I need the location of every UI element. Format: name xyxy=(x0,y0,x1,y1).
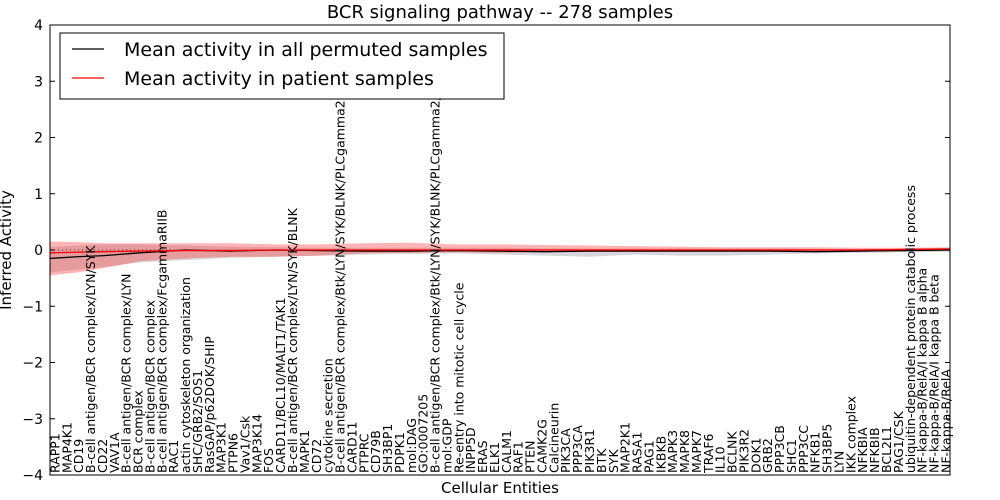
x-tick-label: PIK3CA xyxy=(558,428,573,473)
x-tick-label: NF-kappa-B/RelA xyxy=(938,369,953,473)
x-tick-label: TRAF6 xyxy=(701,433,716,474)
x-tick-label: SHC/GRB2/SOS1 xyxy=(190,370,205,473)
y-axis-ticks: −4 −3 −2 −1 0 1 2 3 4 xyxy=(22,18,950,484)
x-tick-label: B-cell antigen/BCR complex/FcgammaRIIB xyxy=(154,209,169,473)
x-tick-label: VAV1A xyxy=(107,432,122,473)
x-tick-label: B-cell antigen/BCR complex xyxy=(142,300,157,473)
x-tick-label: MAP2K1 xyxy=(618,422,633,473)
x-tick-label: GO:0007205 xyxy=(416,394,431,473)
x-tick-label: IL10 xyxy=(713,446,728,473)
x-tick-label: B-cell antigen/BCR complex/Btk/LYN/SYK/B… xyxy=(333,100,348,473)
x-tick-label: actin cytoskeleton organization xyxy=(178,277,193,473)
x-tick-label: PTPRC xyxy=(356,433,371,473)
x-tick-label: Vav1/Csk xyxy=(237,415,252,473)
x-tick-label: RasGAP/p62DOK/SHIP xyxy=(202,336,217,473)
x-tick-label: SHC1 xyxy=(784,439,799,473)
x-tick-label: PTPN6 xyxy=(226,433,241,473)
x-tick-label: SH3BP1 xyxy=(380,424,395,473)
x-tick-label: CARD11 xyxy=(344,422,359,474)
chart-title: BCR signaling pathway -- 278 samples xyxy=(327,2,673,23)
x-tick-label: FOS xyxy=(261,448,276,473)
x-tick-label: RASA1 xyxy=(630,432,645,473)
x-tick-label: SYK xyxy=(606,448,621,473)
y-tick-label: −2 xyxy=(22,356,43,372)
x-axis-label: Cellular Entities xyxy=(441,479,559,497)
y-tick-label: 2 xyxy=(34,131,43,147)
x-tick-label: MAP3K14 xyxy=(249,414,264,473)
x-tick-label: BCLNK xyxy=(725,431,740,473)
legend-label-patient: Mean activity in patient samples xyxy=(124,68,434,90)
x-tick-label: Calcineurin xyxy=(546,403,561,473)
x-tick-label: PPP3CC xyxy=(796,425,811,473)
x-tick-label: IKBKB xyxy=(653,436,668,473)
x-tick-label: cytokine secretion xyxy=(321,358,336,473)
legend: Mean activity in all permuted samples Me… xyxy=(59,32,505,100)
x-tick-label: B-cell antigen/BCR complex/Btk/LYN/SYK/B… xyxy=(428,62,443,473)
y-tick-label: −3 xyxy=(22,412,43,428)
x-tick-label: ubiquitin-dependent protein catabolic pr… xyxy=(903,185,918,473)
x-tick-label: GRB2 xyxy=(760,438,775,473)
x-tick-label: PPP3CA xyxy=(570,425,585,473)
x-tick-label: BCR complex xyxy=(131,390,146,473)
x-tick-label: DOK1 xyxy=(748,437,763,473)
x-tick-label: PPP3CB xyxy=(772,425,787,473)
y-tick-label: 4 xyxy=(34,18,43,34)
x-tick-label: CD19 xyxy=(71,439,86,473)
x-tick-label: MAP4K1 xyxy=(59,422,74,473)
y-tick-label: −1 xyxy=(22,299,43,315)
x-tick-label: RAF1 xyxy=(511,441,526,473)
x-tick-label: CARD11/BCL10/MALT1/TAK1 xyxy=(273,297,288,473)
series-lines xyxy=(49,248,951,260)
x-tick-label: MAPK7 xyxy=(689,430,704,473)
x-tick-label: B-cell antigen/BCR complex/LYN/SYK/BLNK xyxy=(285,207,300,473)
y-axis-label: Inferred Activity xyxy=(0,190,15,310)
x-tick-label: PIK3R1 xyxy=(582,429,597,473)
legend-label-permuted: Mean activity in all permuted samples xyxy=(124,39,487,61)
y-tick-label: 3 xyxy=(34,74,43,90)
y-tick-label: 1 xyxy=(34,187,43,203)
x-tick-label: mol:DAG xyxy=(404,418,419,473)
x-tick-label: ELK1 xyxy=(487,442,502,473)
x-tick-label: NF-kappa-B/RelA/I kappa B alpha xyxy=(915,268,930,473)
x-tick-label: MAPK3 xyxy=(665,430,680,473)
x-tick-label: IKK complex xyxy=(843,396,858,473)
x-tick-label: Re-entry into mitotic cell cycle xyxy=(451,282,466,473)
x-tick-label: BTK xyxy=(594,448,609,473)
x-tick-label: B-cell antigen/BCR complex/LYN/SYK xyxy=(83,245,98,473)
x-tick-label: RAPP1 xyxy=(47,433,62,473)
x-tick-label: NFKBIA xyxy=(855,427,870,473)
x-tick-label: MAPK1 xyxy=(297,430,312,473)
x-tick-label: ERAS xyxy=(475,440,490,473)
y-tick-label: −4 xyxy=(22,468,43,484)
x-tick-label: PIK3R2 xyxy=(736,429,751,473)
x-tick-label: PDPK1 xyxy=(392,432,407,473)
x-tick-label: NF-kappa-B/RelA/I kappa B beta xyxy=(927,274,942,473)
legend-box xyxy=(59,32,505,100)
x-tick-label: CALM1 xyxy=(499,430,514,473)
x-tick-label: MAP3K1 xyxy=(214,422,229,473)
y-tick-label: 0 xyxy=(34,243,43,259)
x-tick-label: B-cell antigen/BCR complex/LYN xyxy=(119,274,134,474)
confidence-bands xyxy=(50,241,950,276)
x-tick-label: MAPK8 xyxy=(677,430,692,473)
x-tick-label: NFKB1 xyxy=(808,432,823,473)
band-patient xyxy=(50,241,950,276)
x-tick-label: LYN xyxy=(831,451,846,473)
x-tick-label: RAC1 xyxy=(166,440,181,473)
x-tick-label: PTEN xyxy=(523,441,538,473)
x-tick-label: mol:GDP xyxy=(439,418,454,473)
x-tick-label: BCL2L1 xyxy=(879,426,894,473)
x-tick-label: CD79B xyxy=(368,430,383,473)
x-tick-label: CD22 xyxy=(95,439,110,473)
x-tick-label: INPP5D xyxy=(463,427,478,473)
x-tick-label: PAG1/CSK xyxy=(891,410,906,473)
x-tick-label: SH3BP5 xyxy=(820,424,835,473)
x-tick-label: CAMK2G xyxy=(534,419,549,473)
x-tick-label: CD72 xyxy=(309,439,324,473)
x-tick-label: NFKBIB xyxy=(867,427,882,473)
x-tick-label: PAG1 xyxy=(641,440,656,473)
series-line-patient xyxy=(49,248,951,254)
